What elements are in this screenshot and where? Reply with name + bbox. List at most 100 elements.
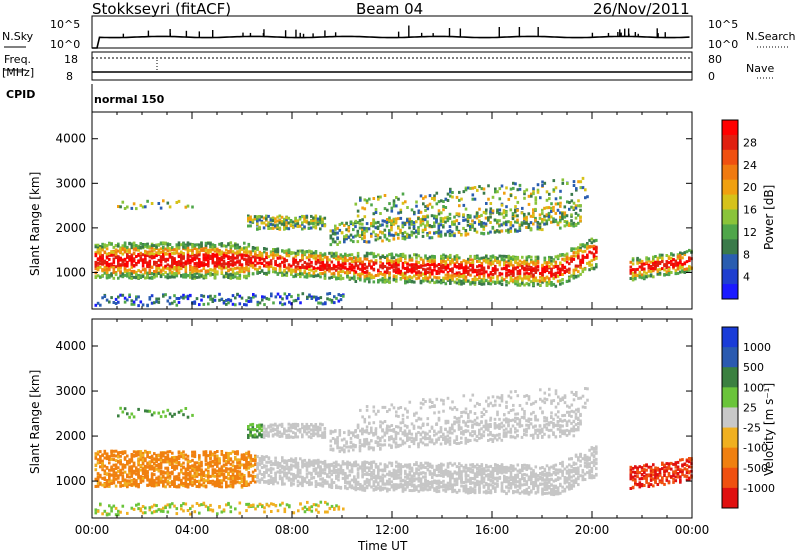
power-cell [269,265,273,269]
power-cell [299,269,302,273]
power-cell [310,250,313,254]
power-cell [527,194,531,198]
power-cell [679,270,682,274]
power-cell [395,265,398,269]
power-cell [658,255,662,259]
power-cell [577,264,580,268]
power-cell [348,276,352,280]
power-cell [365,254,369,258]
power-cell [473,215,477,219]
power-cell [478,269,481,273]
power-cell [108,263,111,267]
power-cell [126,255,129,259]
power-cell [126,272,129,276]
power-cell [503,266,506,270]
velocity-cell [184,484,188,488]
power-cell [435,269,439,273]
power-cell [518,276,522,280]
power-cell [229,256,233,260]
power-cell [505,260,508,264]
power-cell [681,252,684,256]
power-cell [144,254,147,258]
velocity-cell [114,459,118,463]
power-cell [520,221,524,225]
power-cell [629,271,633,275]
power-cell [502,211,506,215]
power-cell [514,208,517,212]
power-cell [103,250,107,254]
power-cell [301,249,304,253]
power-cell [231,244,235,248]
power-cell [182,293,185,297]
power-cell [251,255,255,259]
power-cell [654,266,657,270]
power-cell [191,268,194,271]
power-cell [365,251,369,255]
power-cell [276,247,280,251]
velocity-cell [155,457,158,461]
power-cell [301,221,304,225]
velocity-cell [198,479,201,483]
power-cell [534,255,538,259]
power-cell [126,298,129,302]
power-cell [372,280,376,284]
power-cell [335,254,338,258]
power-cell [303,266,307,269]
power-cell [312,271,316,275]
power-cell [401,266,405,270]
power-cell [310,260,313,264]
power-cell [469,282,472,286]
power-cell [688,248,691,252]
power-cell [353,260,356,264]
velocity-cell [121,450,125,454]
power-cell [480,279,484,282]
power-cell [419,273,423,277]
velocity-cell [141,469,145,473]
power-cell [527,264,531,268]
power-cell [543,218,546,222]
power-cell [184,244,188,248]
power-cell [392,204,396,208]
power-cell [521,281,524,285]
power-cell [482,210,486,214]
power-cell [489,272,493,276]
power-cell [312,251,316,255]
power-cell [227,264,230,268]
power-cell [193,266,197,270]
power-cell [365,229,369,233]
power-cell [339,267,343,271]
power-cell [110,242,113,246]
power-cell [339,270,343,274]
power-cell [234,262,237,266]
power-cell [220,244,224,248]
power-cell [363,228,366,232]
power-cell [173,275,176,279]
velocity-cell [195,480,199,483]
power-cell [500,279,504,283]
power-cell [676,263,680,267]
power-cell [449,260,452,263]
power-cell [338,240,342,244]
power-cell [182,256,185,260]
velocity-cell [166,453,170,457]
velocity-cell [171,480,174,484]
power-cell [254,267,257,271]
power-cell [392,278,396,281]
power-cell [457,212,461,216]
power-cell [507,273,511,277]
power-cell [265,214,268,218]
power-cell [101,269,104,273]
power-cell [182,273,185,277]
power-cell [349,233,353,237]
power-cell [276,223,279,227]
power-cell [247,274,251,278]
power-cell [283,273,286,277]
power-cell [392,274,396,278]
power-cell [204,270,208,274]
velocity-cell [135,479,138,483]
power-cell [157,243,161,247]
power-cell [175,261,179,264]
power-cell [337,272,340,276]
power-cell [301,256,304,260]
power-cell [319,275,322,279]
